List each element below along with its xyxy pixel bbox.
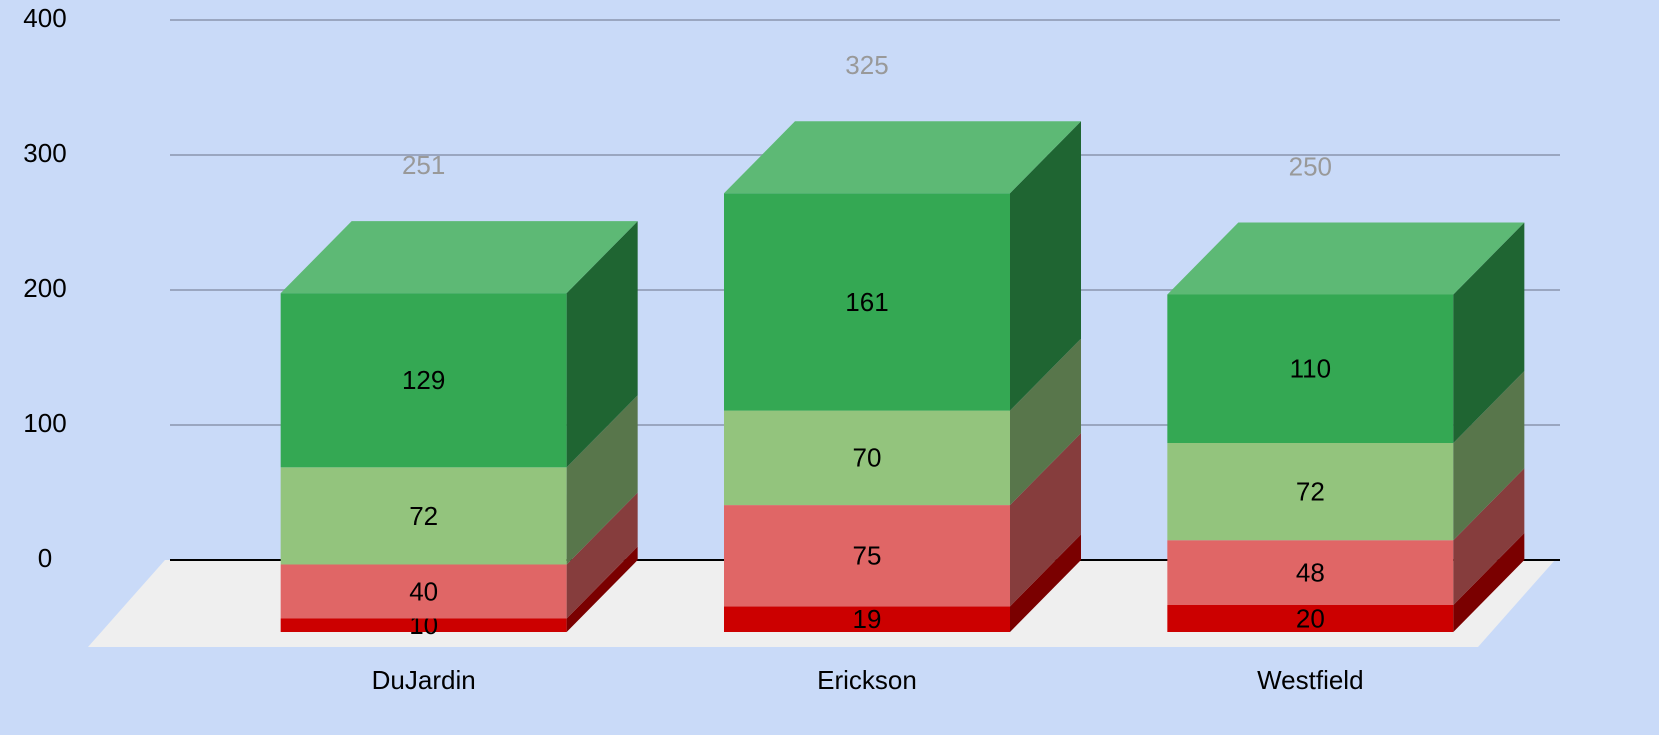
bar-front: [280, 467, 567, 565]
bar-front: [724, 606, 1010, 632]
data-label: 70: [853, 443, 882, 473]
data-label: 48: [1296, 557, 1325, 587]
total-label: 250: [1289, 151, 1332, 181]
bar-top: [1167, 222, 1525, 295]
bar-side: [1010, 433, 1081, 607]
x-tick-label: Westfield: [1257, 665, 1363, 695]
y-tick-label: 400: [23, 3, 66, 33]
y-tick-label: 100: [23, 408, 66, 438]
bar-front: [1167, 540, 1454, 605]
bar-front: [1167, 294, 1454, 443]
data-label: 40: [409, 576, 438, 606]
bar-side: [1453, 371, 1525, 541]
y-tick-label: 200: [23, 273, 66, 303]
bar-side: [566, 492, 638, 619]
bar-front: [280, 564, 567, 619]
data-label: 161: [845, 287, 888, 317]
bar-side: [566, 221, 638, 468]
bar-front: [280, 618, 567, 632]
data-label: 72: [409, 501, 438, 531]
data-label: 72: [1296, 476, 1325, 506]
x-tick-label: Erickson: [817, 665, 917, 695]
y-tick-label: 0: [38, 543, 52, 573]
x-tick-label: DuJardin: [372, 665, 476, 695]
data-label: 129: [402, 365, 445, 395]
bar-side: [566, 395, 638, 565]
data-label: 110: [1290, 354, 1331, 384]
bar-top: [724, 121, 1081, 194]
bar-front: [724, 410, 1010, 506]
bar-front: [1167, 605, 1454, 632]
bar-side: [566, 546, 638, 632]
bar-side: [1453, 222, 1525, 443]
data-label: 19: [853, 604, 882, 634]
total-label: 251: [402, 150, 445, 180]
bar-top: [280, 221, 638, 294]
bar-side: [1010, 338, 1081, 506]
bar-front: [1167, 443, 1454, 541]
y-tick-label: 300: [23, 138, 66, 168]
data-label: 20: [1296, 603, 1325, 633]
bar-front: [280, 293, 567, 468]
bar-front: [724, 505, 1010, 607]
total-label: 325: [845, 50, 888, 80]
bar-side: [1453, 468, 1525, 605]
bar-side: [1453, 533, 1525, 632]
bar-front: [724, 193, 1010, 411]
bar-side: [1010, 121, 1081, 411]
bar-side: [1010, 534, 1081, 632]
data-label: 75: [853, 541, 882, 571]
